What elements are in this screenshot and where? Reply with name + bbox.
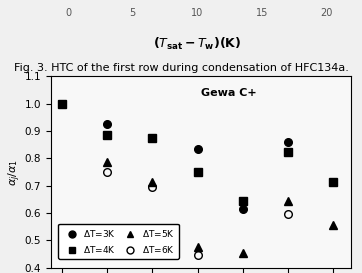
- Text: 10: 10: [191, 8, 203, 18]
- ΔT=4K: [60, 102, 64, 105]
- ΔT=4K: [195, 170, 200, 174]
- Line: ΔT=6K: ΔT=6K: [103, 168, 292, 259]
- Y-axis label: $\alpha_j/\alpha_1$: $\alpha_j/\alpha_1$: [7, 158, 23, 186]
- ΔT=6K: [150, 185, 155, 189]
- ΔT=5K: [286, 199, 290, 202]
- Text: 15: 15: [256, 8, 268, 18]
- ΔT=5K: [331, 224, 335, 227]
- ΔT=3K: [240, 207, 245, 210]
- Text: 0: 0: [65, 8, 71, 18]
- ΔT=4K: [286, 150, 290, 153]
- ΔT=5K: [195, 245, 200, 249]
- Line: ΔT=4K: ΔT=4K: [58, 100, 337, 204]
- Legend: $\Delta$T=3K, $\Delta$T=4K, $\Delta$T=5K, $\Delta$T=6K: $\Delta$T=3K, $\Delta$T=4K, $\Delta$T=5K…: [58, 224, 179, 259]
- ΔT=5K: [240, 251, 245, 254]
- ΔT=4K: [331, 180, 335, 183]
- ΔT=4K: [150, 136, 155, 140]
- ΔT=6K: [105, 170, 109, 174]
- ΔT=3K: [60, 102, 64, 105]
- ΔT=6K: [286, 213, 290, 216]
- Text: 5: 5: [130, 8, 136, 18]
- Line: ΔT=5K: ΔT=5K: [103, 159, 337, 256]
- ΔT=4K: [105, 133, 109, 137]
- Line: ΔT=3K: ΔT=3K: [58, 100, 292, 213]
- ΔT=5K: [105, 161, 109, 164]
- ΔT=4K: [240, 199, 245, 202]
- Text: 20: 20: [320, 8, 333, 18]
- ΔT=5K: [150, 180, 155, 183]
- ΔT=3K: [286, 140, 290, 144]
- ΔT=6K: [195, 254, 200, 257]
- Text: $\mathbf{(\mathit{T}_{sat}-\mathit{T}_w)(K)}$: $\mathbf{(\mathit{T}_{sat}-\mathit{T}_w)…: [153, 36, 241, 52]
- Text: Fig. 3. HTC of the first row during condensation of HFC134a.: Fig. 3. HTC of the first row during cond…: [13, 63, 349, 73]
- Text: Gewa C+: Gewa C+: [201, 88, 257, 97]
- ΔT=3K: [195, 147, 200, 150]
- ΔT=3K: [105, 123, 109, 126]
